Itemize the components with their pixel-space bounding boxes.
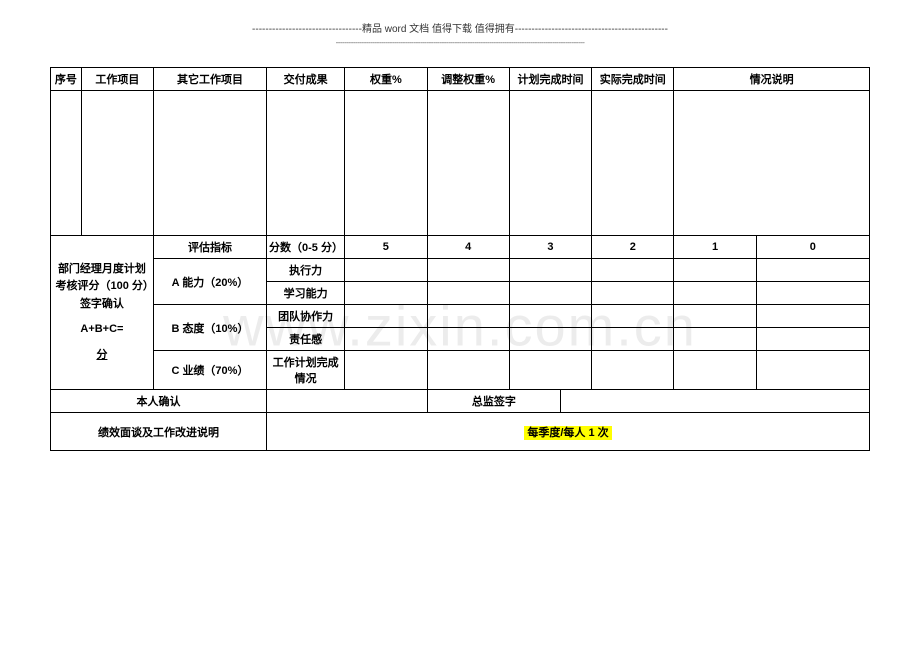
dash-left: ---------------------------------	[252, 24, 362, 35]
director-sign: 总监签字	[427, 390, 561, 413]
cell	[592, 305, 674, 328]
score-2: 2	[592, 236, 674, 259]
cell	[756, 328, 869, 351]
th-other: 其它工作项目	[153, 68, 266, 91]
score-5: 5	[345, 236, 427, 259]
cell	[153, 91, 266, 236]
b-row-1: B 态度（10%） 团队协作力	[51, 305, 870, 328]
cell	[345, 328, 427, 351]
cell	[345, 91, 427, 236]
cell	[51, 91, 82, 236]
cell	[756, 351, 869, 390]
dash-right: ----------------------------------------…	[515, 24, 668, 35]
a-item2: 学习能力	[267, 282, 345, 305]
score-4: 4	[427, 236, 509, 259]
cell	[592, 91, 674, 236]
cell	[345, 259, 427, 282]
score-1: 1	[674, 236, 756, 259]
eval-header-row: 部门经理月度计划考核评分（100 分）签字确认 A+B+C= 分 评估指标 分数…	[51, 236, 870, 259]
th-weight: 权重%	[345, 68, 427, 91]
cell	[427, 351, 509, 390]
cell	[345, 282, 427, 305]
cell	[592, 259, 674, 282]
cell	[345, 305, 427, 328]
cell	[509, 282, 591, 305]
cell	[509, 328, 591, 351]
eval-metric: 评估指标	[153, 236, 266, 259]
cell	[592, 282, 674, 305]
label-part2: A+B+C=	[53, 321, 151, 339]
th-workitem: 工作项目	[81, 68, 153, 91]
header-text: 精品 word 文档 值得下载 值得拥有	[362, 24, 515, 35]
c-item1: 工作计划完成情况	[267, 351, 345, 390]
cell	[756, 282, 869, 305]
cell	[427, 259, 509, 282]
data-row	[51, 91, 870, 236]
self-confirm: 本人确认	[51, 390, 267, 413]
b-label: B 态度（10%）	[153, 305, 266, 351]
cell	[674, 282, 756, 305]
header-row: 序号 工作项目 其它工作项目 交付成果 权重% 调整权重% 计划完成时间 实际完…	[51, 68, 870, 91]
c-label: C 业绩（70%）	[153, 351, 266, 390]
score-label: 分数（0-5 分）	[267, 236, 345, 259]
b-item2: 责任感	[267, 328, 345, 351]
cell	[345, 351, 427, 390]
highlight-text: 每季度/每人 1 次	[524, 426, 611, 440]
cell	[756, 305, 869, 328]
cell	[592, 351, 674, 390]
score-3: 3	[509, 236, 591, 259]
cell	[427, 305, 509, 328]
c-row: C 业绩（70%） 工作计划完成情况	[51, 351, 870, 390]
b-item1: 团队协作力	[267, 305, 345, 328]
score-0: 0	[756, 236, 869, 259]
th-deliverable: 交付成果	[267, 68, 345, 91]
cell	[674, 91, 870, 236]
cell	[509, 351, 591, 390]
cell	[756, 259, 869, 282]
cell	[427, 91, 509, 236]
th-seq: 序号	[51, 68, 82, 91]
th-notes: 情况说明	[674, 68, 870, 91]
a-label: A 能力（20%）	[153, 259, 266, 305]
cell	[509, 305, 591, 328]
a-item1: 执行力	[267, 259, 345, 282]
cell	[674, 259, 756, 282]
cell	[674, 305, 756, 328]
cell	[267, 390, 427, 413]
cell	[81, 91, 153, 236]
evaluation-table: 序号 工作项目 其它工作项目 交付成果 权重% 调整权重% 计划完成时间 实际完…	[50, 67, 870, 451]
th-plantime: 计划完成时间	[509, 68, 591, 91]
th-adjweight: 调整权重%	[427, 68, 509, 91]
cell	[592, 328, 674, 351]
manager-label: 部门经理月度计划考核评分（100 分）签字确认 A+B+C= 分	[51, 236, 154, 390]
header-title: ---------------------------------精品 word…	[50, 20, 870, 35]
signature-row: 本人确认 总监签字	[51, 390, 870, 413]
cell	[674, 351, 756, 390]
cell	[561, 390, 870, 413]
cell	[509, 91, 591, 236]
cell	[427, 328, 509, 351]
footer-row: 绩效面谈及工作改进说明 每季度/每人 1 次	[51, 413, 870, 451]
a-row-1: A 能力（20%） 执行力	[51, 259, 870, 282]
footer-label: 绩效面谈及工作改进说明	[51, 413, 267, 451]
cell	[509, 259, 591, 282]
cell	[427, 282, 509, 305]
header-subdashes: ----------------------------------------…	[50, 38, 870, 47]
cell	[267, 91, 345, 236]
label-part1: 部门经理月度计划考核评分（100 分）签字确认	[53, 261, 151, 314]
label-part3: 分	[53, 347, 151, 365]
cell	[674, 328, 756, 351]
footer-content: 每季度/每人 1 次	[267, 413, 870, 451]
th-actualtime: 实际完成时间	[592, 68, 674, 91]
